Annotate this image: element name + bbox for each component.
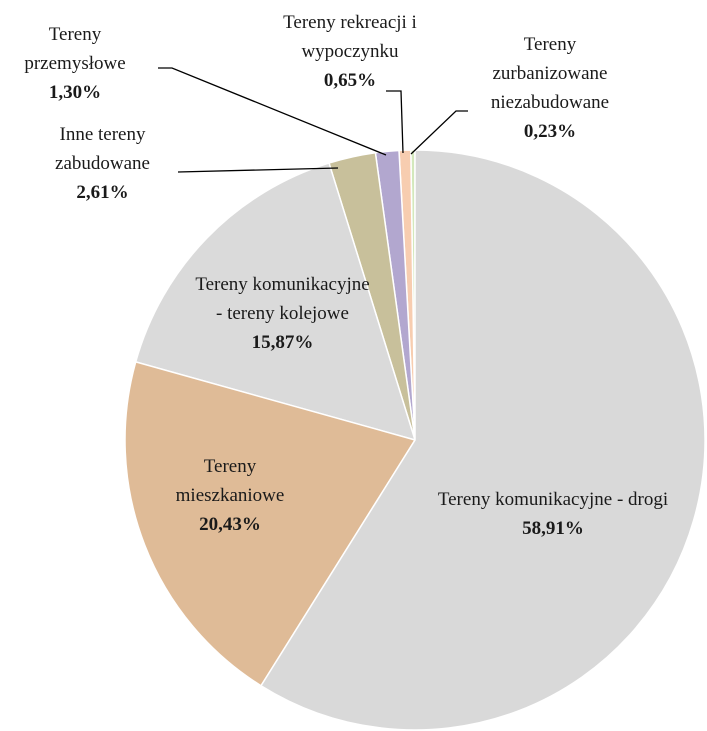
pie-slice: [134, 162, 417, 442]
category-name: Tereny przemysłowe: [24, 24, 126, 74]
slice-label: Inne tereny zabudowane 2,61%: [35, 120, 170, 207]
slice-label: Tereny komunikacyjne - drogi 58,91%: [418, 485, 688, 543]
slice-label: Tereny mieszkaniowe 20,43%: [160, 452, 300, 539]
category-name: Tereny komunikacyjne - drogi: [437, 489, 669, 510]
pie-slice: [124, 360, 417, 687]
value-label: 20,43%: [199, 514, 261, 535]
value-label: 58,91%: [522, 518, 584, 539]
category-name: Tereny rekreacji i wypoczynku: [283, 12, 417, 62]
slice-label: Tereny przemysłowe 1,30%: [10, 20, 140, 107]
slice-label: Tereny komunikacyjne - tereny kolejowe 15…: [195, 270, 370, 357]
leader-line: [386, 90, 404, 154]
leader-line: [158, 67, 387, 156]
leader-line: [410, 110, 468, 155]
value-label: 15,87%: [251, 332, 314, 353]
slice-label: Tereny rekreacji i wypoczynku 0,65%: [255, 8, 445, 95]
category-name: Tereny zurbanizowane niezabudowane: [490, 34, 610, 113]
value-label: 0,23%: [523, 121, 577, 142]
value-label: 1,30%: [48, 82, 102, 103]
value-label: 2,61%: [76, 182, 129, 203]
value-label: 0,65%: [323, 70, 377, 91]
leader-line: [177, 167, 339, 173]
category-name: Inne tereny zabudowane: [55, 124, 150, 174]
pie-slice: [259, 149, 706, 731]
category-name: Tereny komunikacyjne - tereny kolejowe: [195, 274, 370, 324]
slice-label: Tereny zurbanizowane niezabudowane 0,23%: [470, 30, 630, 146]
category-name: Tereny mieszkaniowe: [175, 456, 285, 506]
